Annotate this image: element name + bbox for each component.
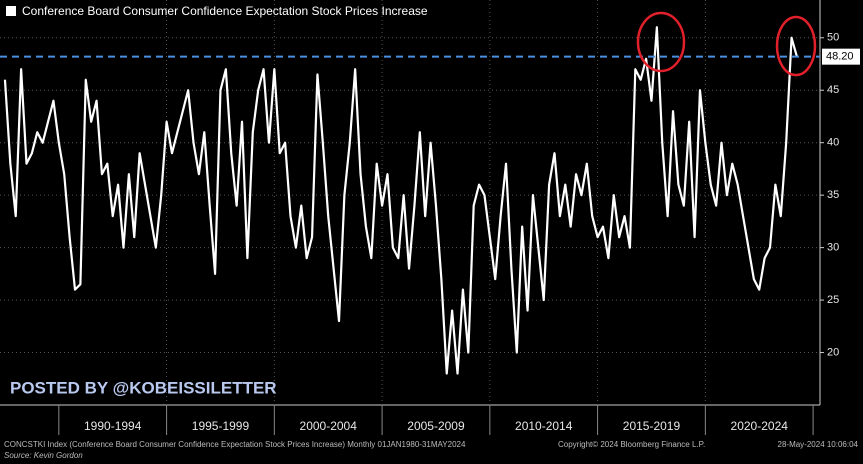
y-tick-label: 50 [827,32,839,44]
x-tick-label: 1995-1999 [192,419,250,433]
source: Source: Kevin Gordon [4,451,83,460]
x-tick-label: 2020-2024 [731,419,789,433]
footer-copyright: Copyright© 2024 Bloomberg Finance L.P. [558,440,705,449]
y-tick-label: 20 [827,346,839,358]
x-tick-label: 2015-2019 [623,419,681,433]
x-tick-label: 1990-1994 [84,419,142,433]
last-value-box [822,48,860,65]
footer-left: CONCSTKI Index (Conference Board Consume… [4,440,466,449]
series-line [3,26,798,375]
y-tick-label: 30 [827,242,839,254]
legend-swatch [6,6,16,16]
footer-date: 28-May-2024 10:06:04 [778,440,859,449]
plot: 48.20 [0,26,860,375]
watermark: POSTED BY @KOBEISSILETTER [10,378,277,397]
legend-label: Conference Board Consumer Confidence Exp… [22,4,428,18]
y-tick-label: 25 [827,294,839,306]
x-tick-label: 2000-2004 [300,419,358,433]
highlight-circle [636,11,686,73]
x-tick-label: 2005-2009 [407,419,465,433]
last-value-label: 48.20 [826,51,854,63]
highlight-circle [775,15,817,77]
x-tick-label: 2010-2014 [515,419,573,433]
grid: 20 25 30 35 40 45 50 1990-1994 1995-1999 2000-200… [0,0,839,435]
y-tick-label: 45 [827,84,839,96]
y-tick-label: 35 [827,189,839,201]
y-tick-label: 40 [827,137,839,149]
